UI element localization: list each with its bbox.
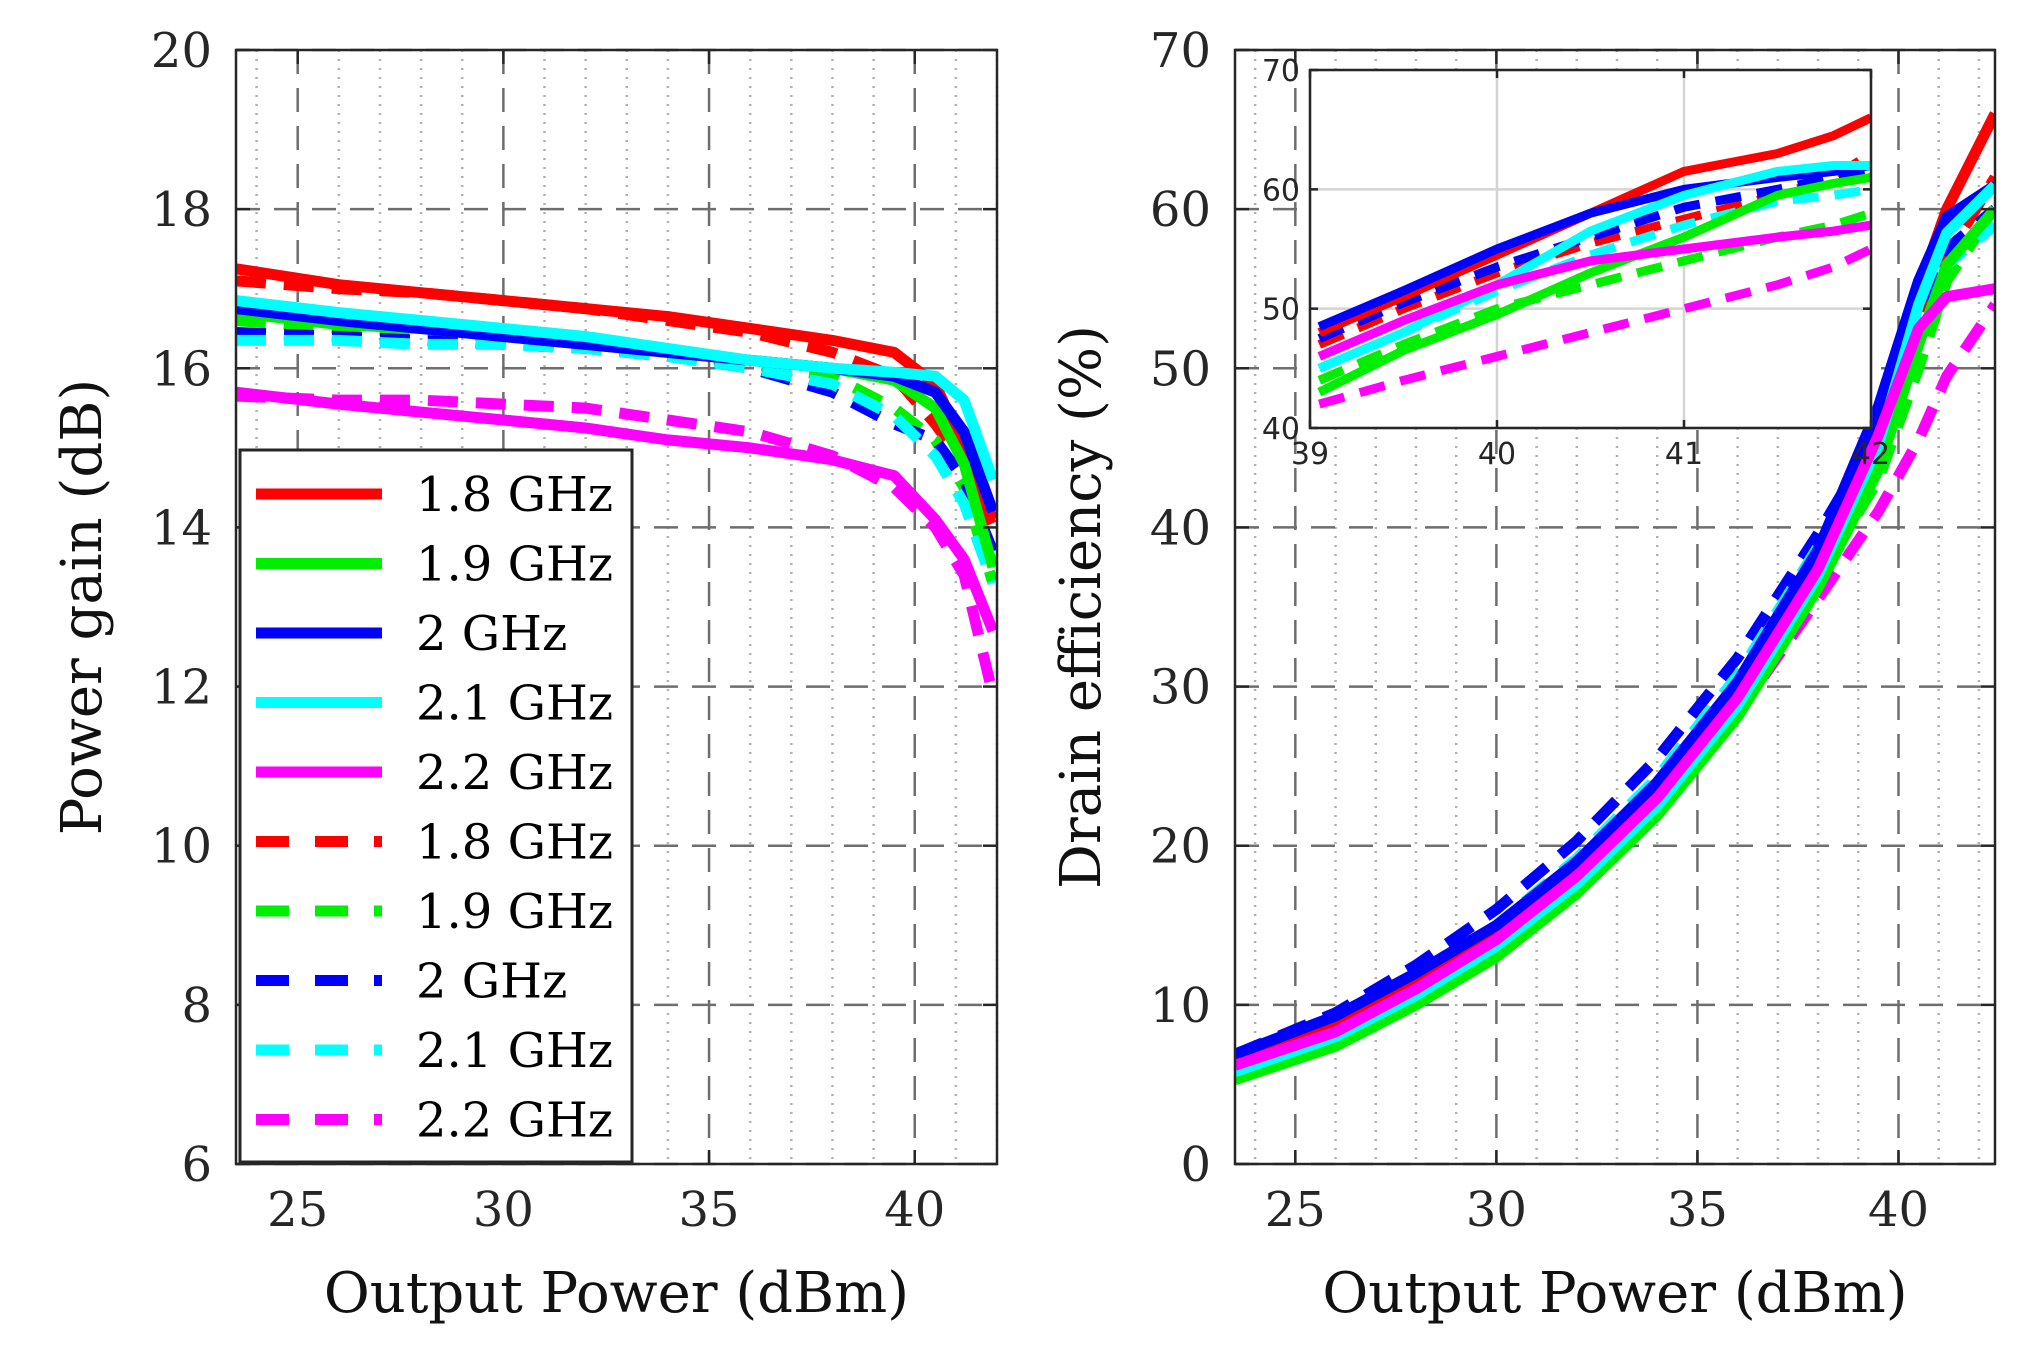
- y-tick-label: 18: [151, 182, 212, 238]
- axes-box: [1308, 68, 1873, 430]
- series-line-2-GHz-solid: [1235, 180, 1995, 1060]
- legend-label: 2 GHz: [416, 606, 567, 662]
- legend-label: 2.1 GHz: [416, 1023, 613, 1079]
- x-tick-label: 40: [884, 1182, 945, 1238]
- legend-label: 1.9 GHz: [416, 884, 613, 940]
- x-tick-label: 40: [1478, 437, 1516, 472]
- y-tick-label: 10: [1150, 978, 1211, 1034]
- x-tick-label: 42: [1852, 437, 1890, 472]
- y-tick-label: 40: [1262, 412, 1300, 447]
- x-tick-label: 40: [1868, 1182, 1929, 1238]
- x-axis-label: Output Power (dBm): [324, 1261, 909, 1326]
- series-line-22-GHz-dashed: [1235, 301, 1995, 1079]
- series-line-19-GHz-dashed: [1317, 208, 1871, 385]
- y-tick-label: 60: [1262, 173, 1300, 208]
- series-line-18-GHz-solid: [1317, 113, 1871, 337]
- series-line-19-GHz-dashed: [1235, 206, 1995, 1085]
- y-tick-label: 50: [1150, 341, 1211, 397]
- y-tick-label: 20: [1150, 819, 1211, 875]
- series-group: [1235, 111, 1995, 1085]
- x-tick-label: 39: [1291, 437, 1329, 472]
- series-group: [1317, 113, 1871, 409]
- y-tick-label: 12: [151, 660, 212, 716]
- series-line-21-GHz-solid: [236, 295, 997, 482]
- legend: 1.8 GHz 1.9 GHz 2 GHz 2.1 GHz 2.2 GHz 1.8 GHz…: [238, 448, 634, 1164]
- series-line-22-GHz-solid: [1235, 283, 1995, 1071]
- y-tick-label: 70: [1262, 54, 1300, 89]
- x-tick-label: 35: [679, 1182, 740, 1238]
- series-line-21-GHz-dashed: [236, 334, 997, 585]
- y-tick-label: 30: [1150, 660, 1211, 716]
- y-tick-label: 40: [1150, 500, 1211, 556]
- legend-label: 2 GHz: [416, 954, 567, 1010]
- x-tick-label: 35: [1667, 1182, 1728, 1238]
- x-tick-label: 25: [267, 1182, 328, 1238]
- legend-label: 1.9 GHz: [416, 537, 613, 593]
- series-line-2-GHz-dashed: [1235, 204, 1995, 1060]
- y-axis-label: Power gain (dB): [50, 379, 115, 835]
- y-tick-label: 60: [1150, 182, 1211, 238]
- y-tick-label: 8: [181, 978, 212, 1034]
- y-axis-label: Drain efficiency (%): [1049, 325, 1114, 889]
- series-line-22-GHz-solid: [236, 386, 997, 633]
- series-line-2-GHz-solid: [1317, 161, 1871, 331]
- y-tick-label: 6: [181, 1137, 212, 1193]
- series-line-18-GHz-dashed: [1317, 149, 1871, 349]
- legend-label: 2.2 GHz: [416, 745, 613, 801]
- x-tick-label: 30: [1466, 1182, 1527, 1238]
- series-line-22-GHz-solid: [1317, 220, 1871, 361]
- x-axis-label: Output Power (dBm): [1322, 1261, 1907, 1326]
- y-tick-label: 16: [151, 341, 212, 397]
- x-tick-label: 25: [1265, 1182, 1326, 1238]
- y-tick-label: 50: [1262, 293, 1300, 328]
- y-tick-label: 0: [1180, 1137, 1211, 1193]
- legend-label: 2.1 GHz: [416, 676, 613, 732]
- series-line-21-GHz-solid: [1317, 161, 1871, 373]
- x-tick-label: 30: [473, 1182, 534, 1238]
- legend-label: 2.2 GHz: [416, 1093, 613, 1149]
- y-tick-label: 20: [151, 23, 212, 79]
- axes-box: [234, 48, 999, 1166]
- y-tick-label: 10: [151, 819, 212, 875]
- y-tick-label: 14: [151, 500, 212, 556]
- y-tick-label: 70: [1150, 23, 1211, 79]
- legend-label: 1.8 GHz: [416, 815, 613, 871]
- x-tick-label: 41: [1665, 437, 1703, 472]
- series-group: [236, 263, 997, 696]
- plot-area: [1310, 70, 1871, 428]
- axes-box: [1233, 48, 1997, 1166]
- legend-label: 1.8 GHz: [416, 467, 613, 523]
- series-line-22-GHz-dashed: [1318, 244, 1871, 409]
- series-line-2-GHz-dashed: [1317, 166, 1871, 343]
